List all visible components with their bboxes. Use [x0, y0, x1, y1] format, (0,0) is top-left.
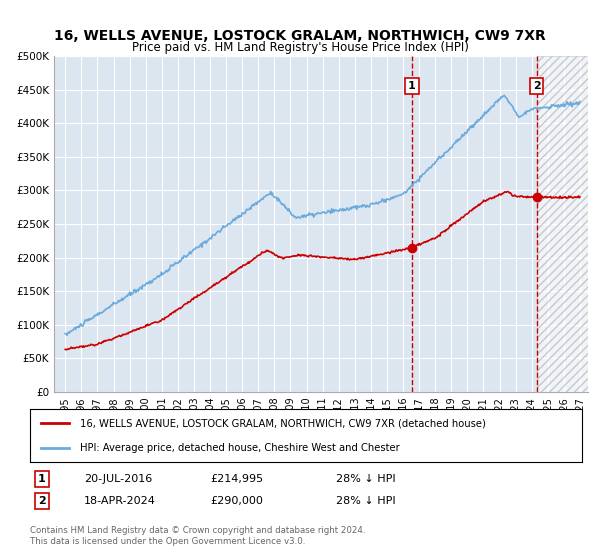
- Text: 2: 2: [533, 81, 541, 91]
- Text: 28% ↓ HPI: 28% ↓ HPI: [336, 474, 395, 484]
- Text: Price paid vs. HM Land Registry's House Price Index (HPI): Price paid vs. HM Land Registry's House …: [131, 41, 469, 54]
- Text: 18-APR-2024: 18-APR-2024: [84, 496, 156, 506]
- Text: 16, WELLS AVENUE, LOSTOCK GRALAM, NORTHWICH, CW9 7XR: 16, WELLS AVENUE, LOSTOCK GRALAM, NORTHW…: [54, 29, 546, 44]
- Text: 16, WELLS AVENUE, LOSTOCK GRALAM, NORTHWICH, CW9 7XR (detached house): 16, WELLS AVENUE, LOSTOCK GRALAM, NORTHW…: [80, 418, 485, 428]
- Text: 28% ↓ HPI: 28% ↓ HPI: [336, 496, 395, 506]
- Bar: [536, 56, 588, 392]
- Text: 1: 1: [38, 474, 46, 484]
- Text: 1: 1: [408, 81, 416, 91]
- Text: £290,000: £290,000: [210, 496, 263, 506]
- Text: This data is licensed under the Open Government Licence v3.0.: This data is licensed under the Open Gov…: [30, 538, 305, 547]
- Text: £214,995: £214,995: [210, 474, 263, 484]
- Text: 20-JUL-2016: 20-JUL-2016: [84, 474, 152, 484]
- Text: 2: 2: [38, 496, 46, 506]
- Text: Contains HM Land Registry data © Crown copyright and database right 2024.: Contains HM Land Registry data © Crown c…: [30, 526, 365, 535]
- Text: HPI: Average price, detached house, Cheshire West and Chester: HPI: Average price, detached house, Ches…: [80, 442, 400, 452]
